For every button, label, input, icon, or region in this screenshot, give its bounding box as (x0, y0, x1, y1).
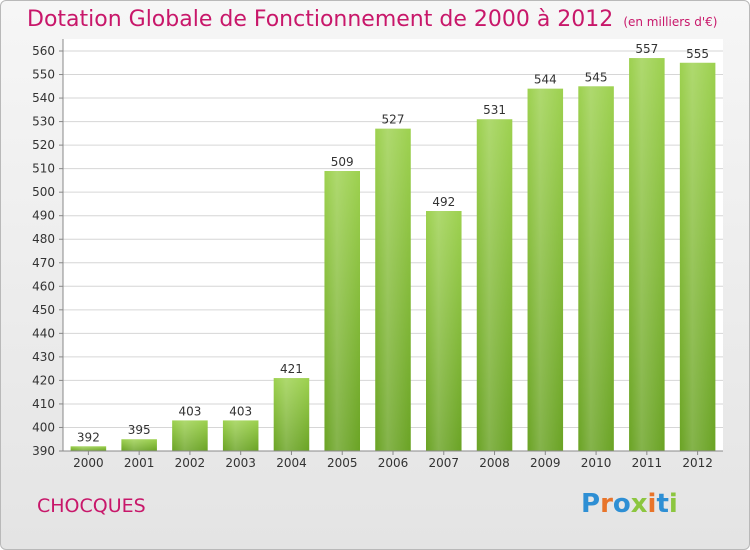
brand-letter: i (647, 489, 657, 519)
bar-highlight (629, 58, 665, 451)
bar-highlight (426, 211, 462, 451)
data-label-2007: 492 (432, 195, 455, 209)
y-tick-label: 440 (32, 326, 55, 340)
chart-title: Dotation Globale de Fonctionnement de 20… (27, 7, 717, 32)
bar-highlight (70, 446, 107, 451)
y-tick-label: 430 (32, 350, 55, 364)
y-tick-label: 530 (32, 115, 55, 129)
data-label-2006: 527 (382, 113, 405, 127)
x-tick-label-2001: 2001 (124, 456, 155, 470)
y-tick-label: 420 (32, 373, 55, 387)
y-tick-label: 500 (32, 185, 55, 199)
brand-letter: r (600, 489, 613, 519)
y-tick-label: 470 (32, 256, 55, 270)
x-tick-label-2012: 2012 (682, 456, 713, 470)
x-tick-label-2007: 2007 (428, 456, 459, 470)
y-tick-label: 460 (32, 279, 55, 293)
bar-highlight (679, 62, 716, 451)
bar-highlight (375, 128, 411, 451)
y-tick-label: 390 (32, 444, 55, 458)
x-tick-label-2003: 2003 (225, 456, 256, 470)
x-tick-label-2005: 2005 (327, 456, 358, 470)
y-tick-label: 450 (32, 303, 55, 317)
data-label-2009: 544 (534, 73, 557, 87)
chart-subtitle: (en milliers d'€) (623, 15, 718, 29)
x-tick-label-2006: 2006 (378, 456, 409, 470)
bar-highlight (476, 119, 513, 451)
data-label-2001: 395 (128, 423, 151, 437)
x-tick-label-2002: 2002 (175, 456, 206, 470)
data-label-2002: 403 (178, 404, 201, 418)
y-tick-label: 480 (32, 232, 55, 246)
y-tick-label: 540 (32, 91, 55, 105)
x-tick-label-2004: 2004 (276, 456, 307, 470)
x-tick-label-2000: 2000 (73, 456, 104, 470)
x-tick-label-2009: 2009 (530, 456, 561, 470)
bar-highlight (578, 86, 614, 451)
data-label-2000: 392 (77, 430, 100, 444)
brand-letter: x (630, 489, 648, 519)
data-label-2010: 545 (585, 70, 608, 84)
y-tick-label: 490 (32, 209, 55, 223)
chart-title-text: Dotation Globale de Fonctionnement de 20… (27, 7, 614, 32)
y-tick-label: 550 (32, 68, 55, 82)
y-tick-label: 520 (32, 138, 55, 152)
data-label-2005: 509 (331, 155, 354, 169)
y-tick-label: 410 (32, 397, 55, 411)
x-tick-label-2011: 2011 (632, 456, 663, 470)
commune-name: CHOCQUES (37, 495, 146, 517)
brand-letter: P (581, 489, 601, 519)
bar-highlight (172, 420, 208, 451)
bar-highlight (527, 88, 564, 451)
x-tick-label-2010: 2010 (581, 456, 612, 470)
data-label-2012: 555 (686, 47, 709, 61)
data-label-2004: 421 (280, 362, 303, 376)
y-tick-label: 400 (32, 420, 55, 434)
x-tick-label-2008: 2008 (479, 456, 510, 470)
brand-logo: Proxiti (581, 489, 678, 519)
y-tick-label: 510 (32, 162, 55, 176)
data-label-2003: 403 (229, 404, 252, 418)
data-label-2008: 531 (483, 103, 506, 117)
bar-highlight (324, 171, 360, 451)
bar-highlight (222, 420, 259, 451)
bar-highlight (273, 378, 310, 451)
bar-highlight (121, 439, 157, 451)
data-label-2011: 557 (635, 42, 658, 56)
brand-letter: t (656, 489, 669, 519)
y-tick-label: 560 (32, 44, 55, 58)
brand-letter: o (612, 489, 631, 519)
brand-letter: i (668, 489, 678, 519)
